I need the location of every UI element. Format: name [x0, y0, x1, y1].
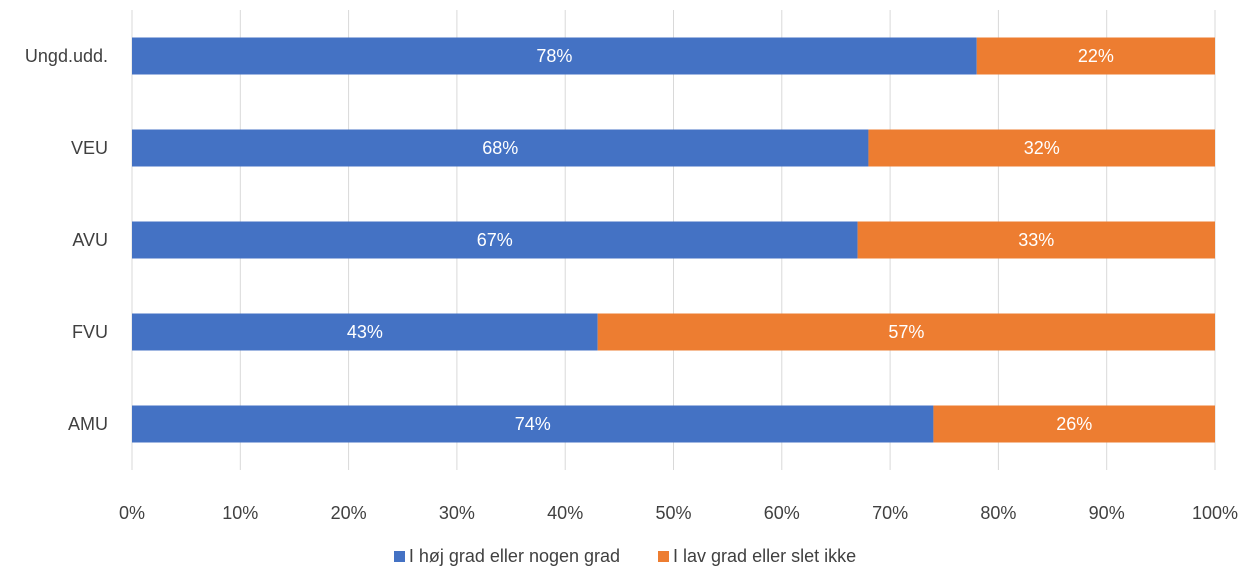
- bar-segment-low: [868, 129, 1215, 167]
- bar-segment-low: [933, 405, 1215, 443]
- legend-swatch-low: [658, 551, 670, 562]
- bars: 78% 22% 68% 32% 67% 33% 43% 57% 74% 26%: [132, 37, 1215, 443]
- x-tick-label: 90%: [1089, 503, 1125, 523]
- x-tick-label: 10%: [222, 503, 258, 523]
- x-tick-label: 30%: [439, 503, 475, 523]
- legend-item-low: I lav grad eller slet ikke: [658, 546, 856, 567]
- data-label: 78%: [536, 46, 572, 66]
- data-label: 67%: [477, 230, 513, 250]
- x-tick-label: 60%: [764, 503, 800, 523]
- bar-segment-low: [857, 221, 1215, 259]
- legend: I høj grad eller nogen grad I lav grad e…: [0, 546, 1250, 567]
- x-tick-label: 20%: [331, 503, 367, 523]
- category-label: AVU: [72, 230, 108, 250]
- x-tick-label: 70%: [872, 503, 908, 523]
- legend-label-low: I lav grad eller slet ikke: [673, 546, 857, 566]
- x-tick-label: 0%: [119, 503, 145, 523]
- data-label: 32%: [1024, 138, 1060, 158]
- x-tick-label: 100%: [1192, 503, 1238, 523]
- data-label: 74%: [515, 414, 551, 434]
- bar-segment-high: [132, 313, 598, 351]
- x-tick-label: 50%: [655, 503, 691, 523]
- stacked-bar-chart: 78% 22% 68% 32% 67% 33% 43% 57% 74% 26% Ungd.udd.…: [25, 10, 1238, 523]
- category-label: FVU: [72, 322, 108, 342]
- data-label: 43%: [347, 322, 383, 342]
- bar-segment-low: [597, 313, 1215, 351]
- category-label: VEU: [71, 138, 108, 158]
- category-label: AMU: [68, 414, 108, 434]
- bar-segment-high: [132, 37, 977, 75]
- data-label: 68%: [482, 138, 518, 158]
- data-label: 26%: [1056, 414, 1092, 434]
- data-label: 57%: [888, 322, 924, 342]
- category-labels: Ungd.udd. VEU AVU FVU AMU: [25, 46, 108, 434]
- bar-segment-low: [976, 37, 1215, 75]
- x-tick-label: 80%: [980, 503, 1016, 523]
- bar-segment-high: [132, 221, 858, 259]
- legend-item-high: I høj grad eller nogen grad: [393, 546, 621, 567]
- category-label: Ungd.udd.: [25, 46, 108, 66]
- legend-label-high: I høj grad eller nogen grad: [408, 546, 621, 566]
- x-tick-label: 40%: [547, 503, 583, 523]
- data-label: 33%: [1018, 230, 1054, 250]
- bar-segment-high: [132, 405, 934, 443]
- data-label: 22%: [1078, 46, 1114, 66]
- x-tick-labels: 0% 10% 20% 30% 40% 50% 60% 70% 80% 90% 100%: [119, 503, 1238, 523]
- legend-swatch-high: [393, 551, 405, 562]
- bar-segment-high: [132, 129, 869, 167]
